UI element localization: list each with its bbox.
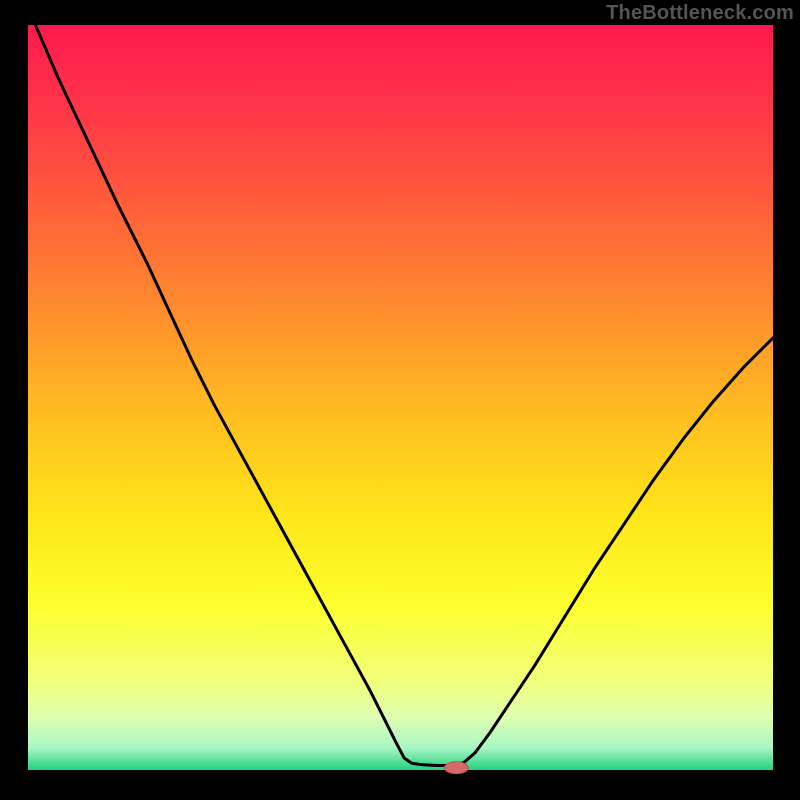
plot-background (28, 25, 773, 770)
bottleneck-chart (0, 0, 800, 800)
chart-frame: TheBottleneck.com (0, 0, 800, 800)
optimal-marker (444, 762, 468, 774)
